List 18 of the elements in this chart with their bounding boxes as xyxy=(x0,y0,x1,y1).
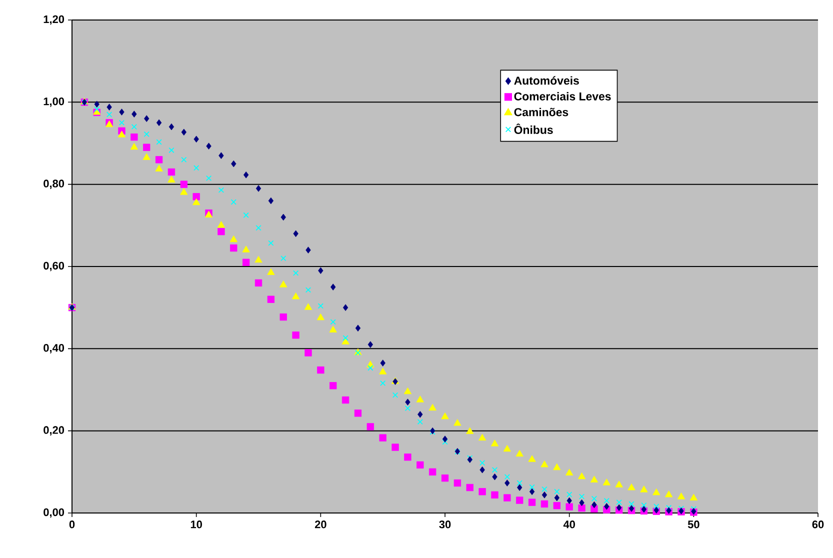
y-tick-label: 0,80 xyxy=(44,180,64,190)
y-tick-label: 0,60 xyxy=(44,262,64,272)
x-tick-label: 30 xyxy=(439,520,451,528)
legend-label: Automóveis xyxy=(514,76,579,85)
x-tick-label: 20 xyxy=(314,520,326,528)
y-tick-label: 0,00 xyxy=(44,508,64,518)
legend-label: Caminões xyxy=(514,108,568,116)
x-tick-label: 60 xyxy=(812,520,824,528)
x-tick-label: 10 xyxy=(190,520,202,528)
y-tick-label: 0,40 xyxy=(44,344,64,354)
y-tick-label: 1,00 xyxy=(44,98,64,107)
x-tick-label: 40 xyxy=(563,520,575,528)
x-tick-label: 50 xyxy=(688,520,700,528)
legend-label: Comerciais Leves xyxy=(514,92,611,100)
x-tick-label: 0 xyxy=(69,520,75,528)
y-tick-label: 0,20 xyxy=(44,426,64,436)
y-tick-label: 1,20 xyxy=(44,15,64,25)
legend-label: Ônibus xyxy=(514,124,553,134)
